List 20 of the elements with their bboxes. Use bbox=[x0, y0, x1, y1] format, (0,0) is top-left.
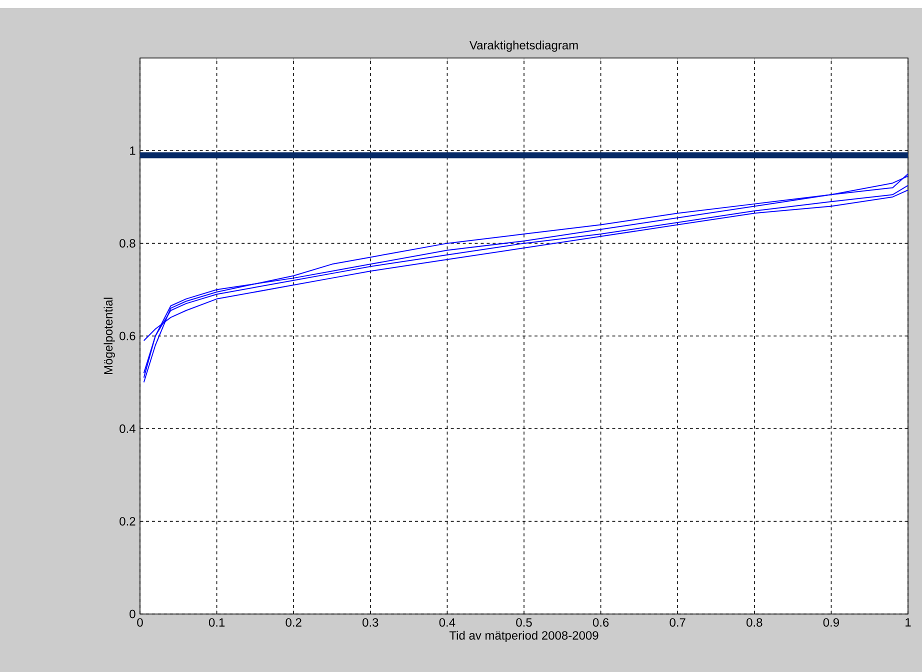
x-tick-label: 0 bbox=[137, 618, 143, 627]
x-axis-title: Tid av mätperiod 2008-2009 bbox=[449, 630, 598, 642]
x-tick-label: 0.1 bbox=[208, 618, 225, 627]
x-tick-label: 0.8 bbox=[746, 618, 762, 627]
y-axis-title: Mögelpotential bbox=[104, 298, 115, 374]
x-tick-label: 0.3 bbox=[362, 618, 378, 627]
y-tick-label: 0.8 bbox=[120, 239, 136, 248]
chart-title: Varaktighetsdiagram bbox=[469, 40, 578, 52]
x-tick-label: 0.6 bbox=[592, 618, 609, 627]
x-tick-label: 0.9 bbox=[823, 618, 839, 627]
y-tick-label: 0.2 bbox=[120, 517, 136, 526]
x-tick-label: 1 bbox=[906, 618, 911, 626]
y-tick-label: 0 bbox=[130, 610, 136, 618]
x-tick-label: 0.2 bbox=[286, 618, 302, 627]
x-tick-label: 0.4 bbox=[439, 618, 456, 627]
y-tick-label: 0.4 bbox=[120, 424, 136, 433]
x-tick-label: 0.5 bbox=[516, 618, 532, 627]
y-tick-label: 0.6 bbox=[120, 332, 136, 340]
y-tick-label: 1 bbox=[130, 146, 136, 155]
x-tick-label: 0.7 bbox=[670, 618, 686, 627]
